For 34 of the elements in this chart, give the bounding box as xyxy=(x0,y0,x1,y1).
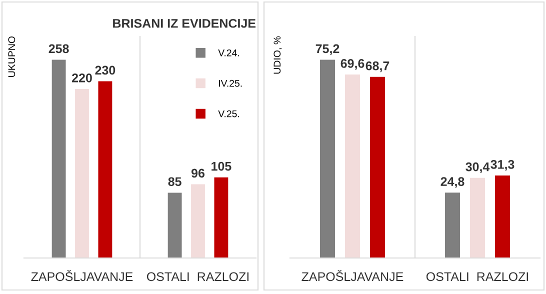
data-label: 31,3 xyxy=(490,160,514,171)
bar xyxy=(75,88,89,258)
y-axis-title: UKUPNO xyxy=(8,36,16,77)
data-label: 220 xyxy=(72,73,92,82)
data-label: 258 xyxy=(48,44,69,54)
legend-label: IV.25. xyxy=(218,80,242,87)
legend-label: V.25. xyxy=(218,110,240,118)
x-tick-label: ZAPOŠLJAVANJE xyxy=(31,270,133,282)
bar xyxy=(370,76,385,258)
legend-label: V.24. xyxy=(218,49,240,56)
data-label: 96 xyxy=(191,168,204,178)
data-label: 69,6 xyxy=(340,59,364,70)
bar xyxy=(445,192,460,258)
x-tick-label: ZAPOŠLJAVANJE xyxy=(302,270,404,282)
bar xyxy=(470,178,485,258)
chart-title: BRISANI IZ EVIDENCIJE xyxy=(113,18,256,28)
bar xyxy=(52,60,66,258)
bar xyxy=(168,192,182,258)
x-tick-label: OSTALI RAZLOZI xyxy=(146,272,248,282)
bar xyxy=(345,74,360,258)
data-label: 75,2 xyxy=(316,44,340,55)
bar xyxy=(495,176,510,258)
data-label: 24,8 xyxy=(440,177,464,188)
data-label: 230 xyxy=(95,66,116,75)
data-label: 85 xyxy=(168,177,182,186)
data-label: 68,7 xyxy=(366,61,390,72)
data-label: 105 xyxy=(212,162,232,171)
x-tick-label: OSTALI RAZLOZI xyxy=(426,272,528,282)
y-axis-title: UDIO, % xyxy=(274,36,282,74)
bar xyxy=(191,184,205,258)
data-label: 30,4 xyxy=(466,162,490,174)
bar xyxy=(98,81,112,258)
bar xyxy=(320,60,335,258)
bar xyxy=(214,177,228,258)
